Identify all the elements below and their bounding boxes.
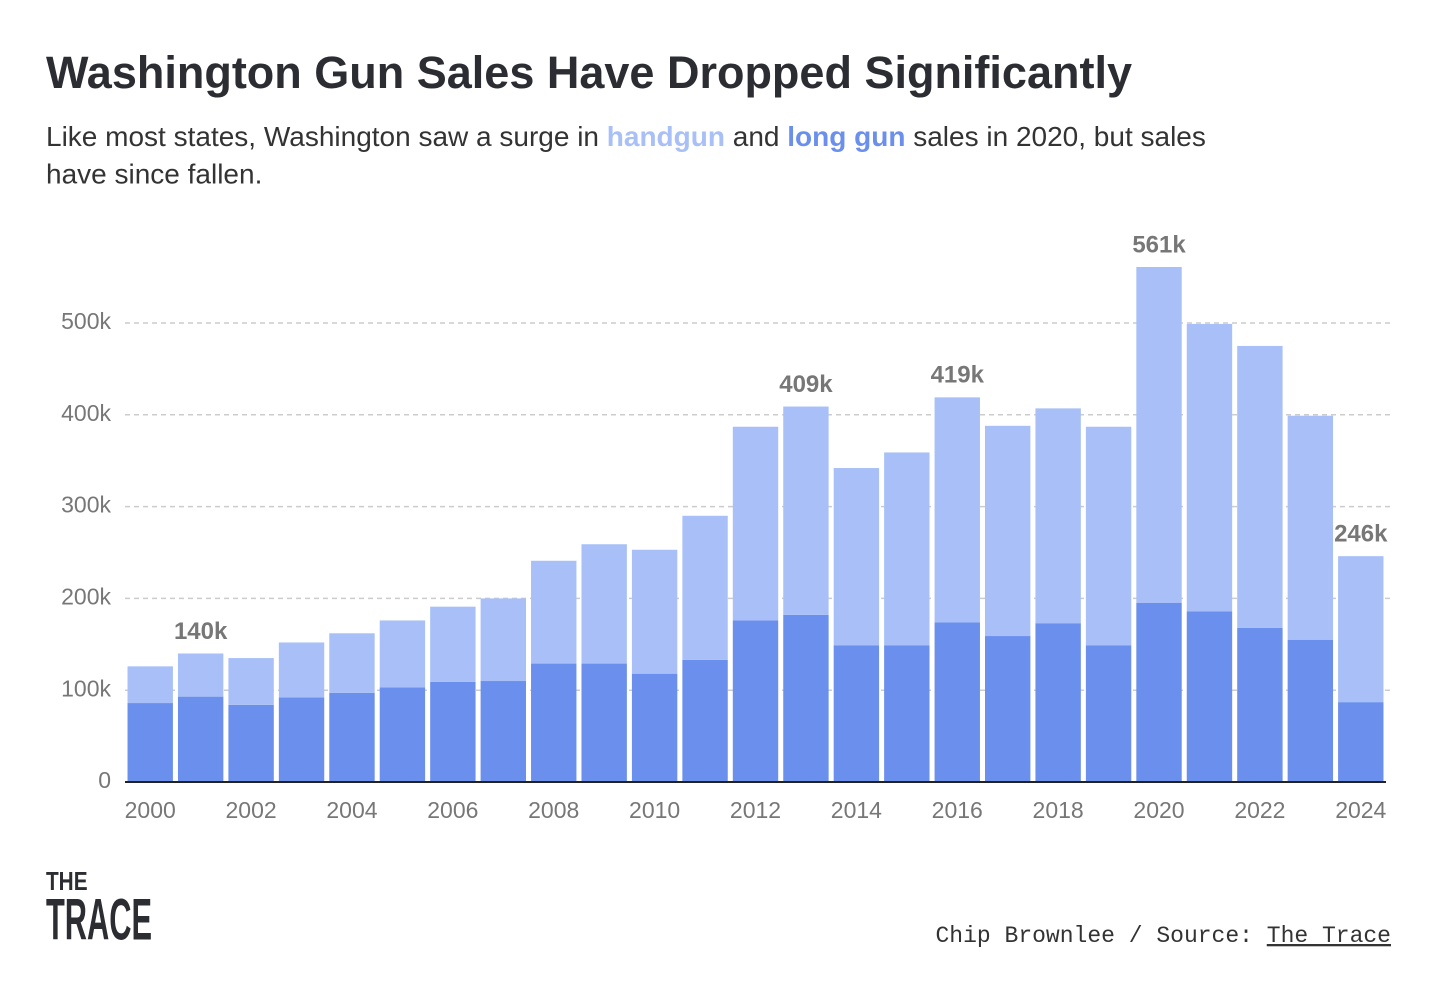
- subtitle-text: and: [725, 121, 787, 152]
- subtitle-text: Like most states, Washington saw a surge…: [46, 121, 607, 152]
- bar-segment: [1136, 602, 1182, 782]
- subtitle-text: sales in 2020, but sales: [905, 121, 1205, 152]
- x-tick-label: 2010: [629, 797, 680, 823]
- bar-segment: [329, 633, 375, 693]
- bar-segment: [1186, 323, 1233, 612]
- bar-segment: [581, 544, 627, 664]
- bar-segment: [1035, 408, 1081, 624]
- y-tick-label: 400k: [61, 400, 111, 426]
- bar-segment: [329, 692, 375, 782]
- bar-segment: [1136, 267, 1182, 603]
- logo: TRACE: [46, 887, 152, 952]
- x-tick-label: 2012: [730, 797, 781, 823]
- bar-segment: [1035, 623, 1081, 782]
- bar-segment: [1287, 639, 1334, 782]
- bar-segment: [1237, 345, 1283, 628]
- x-tick-label: 2000: [125, 797, 176, 823]
- bar-segment: [228, 658, 274, 705]
- chart-title: Washington Gun Sales Have Dropped Signif…: [46, 47, 1132, 98]
- bar-segment: [177, 696, 224, 782]
- y-tick-label: 100k: [61, 675, 111, 701]
- bar-segment: [278, 642, 325, 698]
- bar-segment: [1237, 627, 1283, 782]
- x-tick-label: 2006: [427, 797, 478, 823]
- bar-segment: [682, 659, 728, 782]
- bar-segment: [833, 468, 880, 646]
- bar-segment: [127, 666, 173, 704]
- bar-segment: [480, 598, 526, 682]
- bar-segment: [379, 687, 426, 782]
- bar-segment: [934, 622, 980, 782]
- x-tick-label: 2018: [1033, 797, 1084, 823]
- y-tick-label: 300k: [61, 492, 111, 518]
- bar-segment: [531, 560, 577, 664]
- x-tick-label: 2022: [1234, 797, 1285, 823]
- bar-segment: [480, 681, 526, 782]
- bar-segment: [177, 653, 224, 697]
- bar-segment: [1085, 426, 1132, 646]
- bar-segment: [581, 663, 627, 782]
- y-tick-label: 500k: [61, 308, 111, 334]
- bar-segment: [1338, 702, 1384, 782]
- x-tick-label: 2002: [226, 797, 277, 823]
- y-tick-label: 0: [98, 767, 111, 793]
- bar-segment: [631, 673, 678, 782]
- bar-segment: [631, 549, 678, 674]
- bar-segment: [783, 614, 829, 782]
- bar-segment: [985, 425, 1031, 637]
- bar-segment: [732, 426, 779, 621]
- bar-segment: [430, 606, 476, 682]
- annotation: 140k: [174, 618, 228, 645]
- bar-segment: [379, 620, 426, 688]
- bar-segment: [531, 663, 577, 782]
- x-tick-label: 2016: [932, 797, 983, 823]
- legend-long-gun: long gun: [787, 121, 905, 152]
- bar-segment: [884, 452, 930, 646]
- legend-handgun: handgun: [607, 121, 725, 152]
- bar-segment: [884, 645, 930, 782]
- credit-text: Chip Brownlee / Source:: [936, 923, 1267, 949]
- bar-segment: [732, 620, 779, 782]
- bar-segment: [783, 406, 829, 615]
- annotation: 419k: [931, 362, 985, 389]
- annotation: 409k: [779, 371, 833, 398]
- annotation: 246k: [1334, 521, 1388, 548]
- x-tick-label: 2020: [1133, 797, 1184, 823]
- logo: THE: [46, 867, 88, 896]
- subtitle-text: have since fallen.: [46, 158, 262, 189]
- bar-segment: [682, 515, 728, 660]
- y-tick-label: 200k: [61, 583, 111, 609]
- bar-segment: [1338, 556, 1384, 703]
- x-tick-label: 2024: [1335, 797, 1386, 823]
- bar-segment: [985, 636, 1031, 782]
- credit: Chip Brownlee / Source: The Trace: [936, 923, 1392, 949]
- x-tick-label: 2004: [326, 797, 377, 823]
- source-link[interactable]: The Trace: [1267, 923, 1391, 949]
- bar-segment: [127, 703, 173, 782]
- bar-segment: [430, 681, 476, 782]
- bar-segment: [833, 645, 880, 782]
- annotation: 561k: [1132, 231, 1186, 258]
- x-tick-label: 2008: [528, 797, 579, 823]
- bar-segment: [1186, 611, 1233, 782]
- subtitle: Like most states, Washington saw a surge…: [46, 121, 1206, 152]
- bar-segment: [934, 397, 980, 623]
- bar-segment: [1085, 645, 1132, 782]
- x-tick-label: 2014: [831, 797, 882, 823]
- bar-segment: [278, 697, 325, 782]
- bar-segment: [228, 704, 274, 782]
- bar-segment: [1287, 415, 1334, 640]
